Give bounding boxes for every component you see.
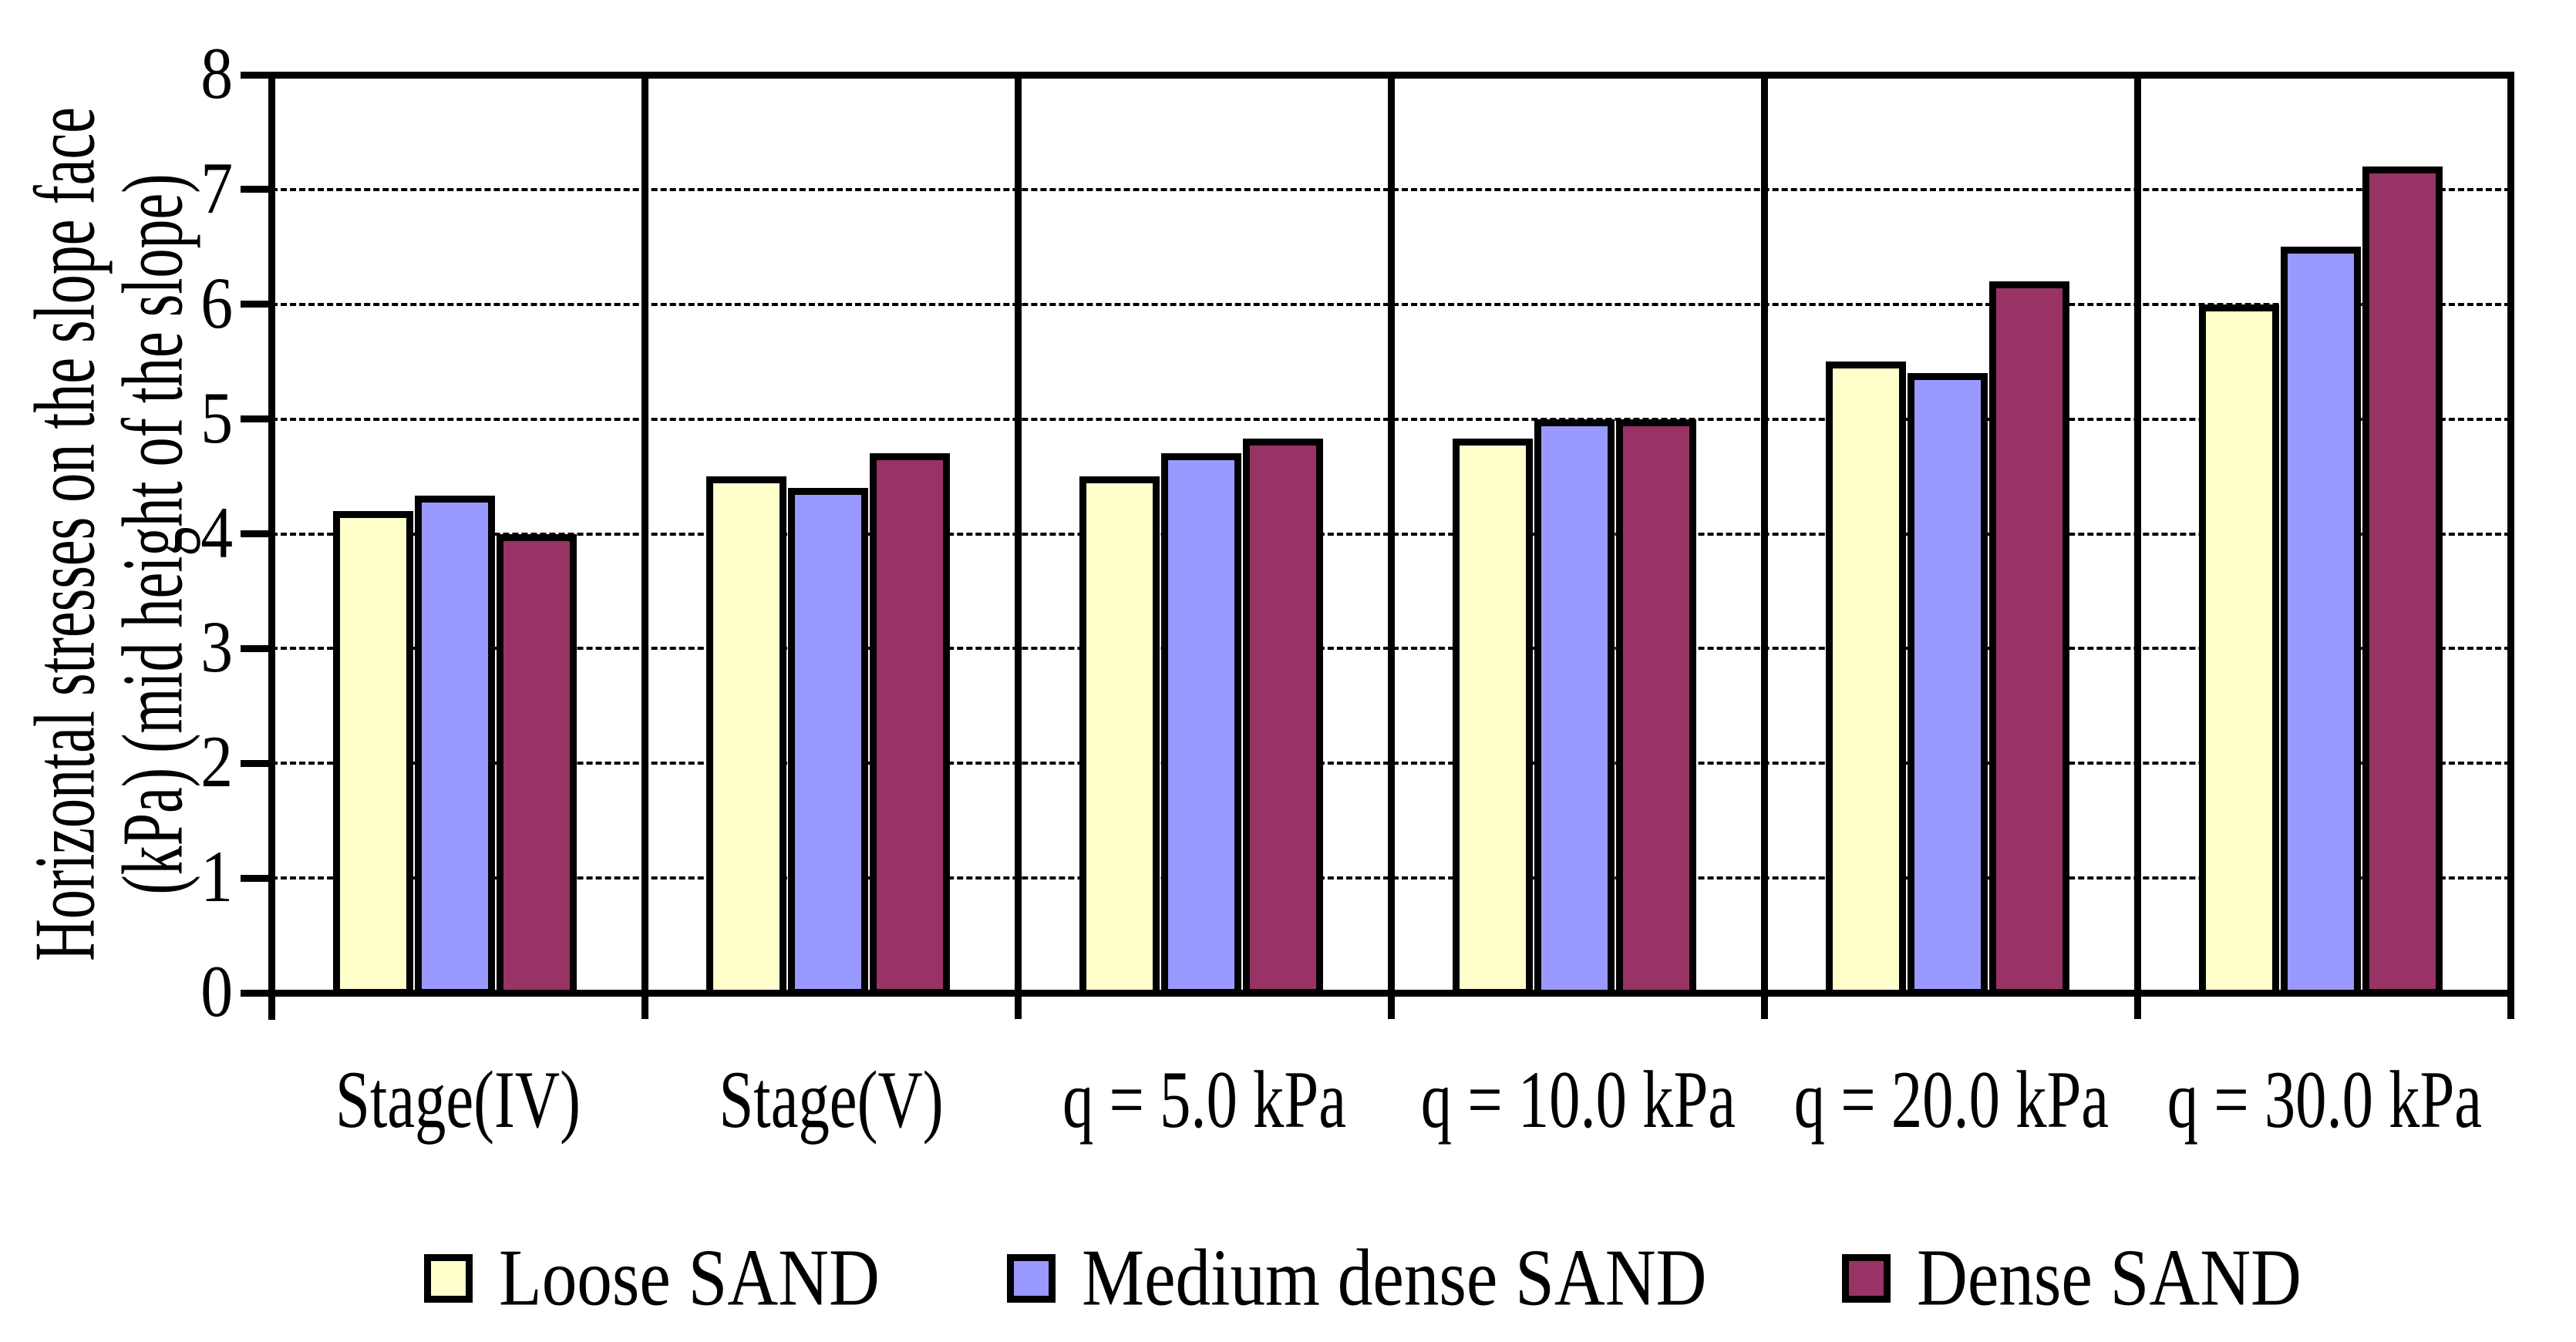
bar-loose-sand-1 [333, 510, 413, 997]
bar-medium-dense-sand-2 [788, 487, 868, 997]
y-tick-label: 1 [200, 837, 233, 918]
y-tick [241, 644, 271, 652]
legend-swatch-icon [1841, 1253, 1891, 1303]
bar-loose-sand-2 [706, 476, 786, 997]
x-tick [1387, 993, 1395, 1019]
legend-item-medium-dense-sand: Medium dense SAND [1007, 1235, 1726, 1321]
y-tick [241, 301, 271, 308]
plot-right-border [2507, 71, 2514, 997]
bar-dense-sand-3 [1243, 438, 1323, 997]
legend-swatch-icon [424, 1253, 473, 1303]
legend-label: Loose SAND [499, 1233, 880, 1324]
legend-swatch-icon [1007, 1253, 1056, 1303]
y-tick [241, 71, 271, 79]
y-tick [241, 874, 271, 882]
bar-medium-dense-sand-1 [415, 496, 495, 997]
y-tick [241, 186, 271, 193]
category-separator [1387, 71, 1395, 997]
category-separator [641, 71, 648, 997]
y-tick [241, 415, 271, 423]
bar-dense-sand-6 [2362, 166, 2443, 997]
bar-medium-dense-sand-6 [2281, 247, 2361, 997]
x-tick [2133, 993, 2141, 1019]
bar-loose-sand-4 [1453, 438, 1533, 997]
category-label-6: q = 30.0 kPa [2167, 1054, 2483, 1145]
legend-item-dense-sand: Dense SAND [1841, 1235, 2313, 1321]
category-label-2: Stage(V) [719, 1054, 944, 1145]
y-tick-label: 8 [200, 34, 233, 115]
category-separator [1014, 71, 1022, 997]
category-label-4: q = 10.0 kPa [1420, 1054, 1736, 1145]
x-tick [1760, 993, 1768, 1019]
legend-label: Medium dense SAND [1082, 1233, 1707, 1324]
y-tick-label: 2 [200, 722, 233, 804]
bar-dense-sand-4 [1616, 419, 1696, 997]
legend-item-loose-sand: Loose SAND [424, 1235, 891, 1321]
y-tick [241, 989, 271, 997]
y-tick-label: 3 [200, 607, 233, 689]
bar-dense-sand-2 [870, 453, 950, 997]
y-tick-label: 4 [200, 493, 233, 574]
x-tick [2507, 993, 2514, 1019]
legend-label: Dense SAND [1916, 1233, 2302, 1324]
y-tick-label: 0 [200, 952, 233, 1033]
x-tick [268, 993, 275, 1019]
category-label-5: q = 20.0 kPa [1793, 1054, 2110, 1145]
y-tick-label: 7 [200, 148, 233, 230]
bar-medium-dense-sand-4 [1534, 419, 1615, 997]
bar-loose-sand-3 [1079, 476, 1160, 997]
y-axis-line [268, 71, 275, 1020]
category-label-1: Stage(IV) [335, 1054, 581, 1145]
legend: Loose SAND Medium dense SAND Dense SAND [424, 1235, 2313, 1321]
plot-top-border [268, 71, 2514, 79]
y-tick-label: 6 [200, 263, 233, 345]
category-separator [2133, 71, 2141, 997]
y-tick-label: 5 [200, 378, 233, 459]
x-tick [1014, 993, 1022, 1019]
bar-dense-sand-1 [497, 533, 577, 997]
bar-loose-sand-6 [2199, 304, 2279, 997]
bar-loose-sand-5 [1826, 362, 1906, 997]
bar-medium-dense-sand-5 [1908, 373, 1988, 997]
category-label-3: q = 5.0 kPa [1062, 1054, 1347, 1145]
y-tick [241, 759, 271, 767]
y-tick [241, 530, 271, 537]
bar-medium-dense-sand-3 [1161, 453, 1241, 997]
bar-dense-sand-5 [1989, 281, 2069, 997]
category-separator [1760, 71, 1768, 997]
x-tick [641, 993, 648, 1019]
